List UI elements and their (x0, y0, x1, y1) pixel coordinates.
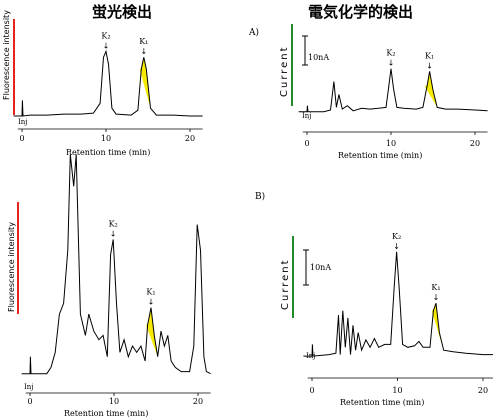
fluorescence-color-bar (17, 202, 19, 314)
fluorescence-color-bar (13, 19, 15, 115)
chromatogram-trace-tl (13, 49, 203, 117)
panel-electrochemical-b: B) Current 10nA Inj Retention time (min) (255, 191, 424, 407)
electrochemical-color-bar (291, 24, 293, 106)
chromatogram-trace-tr (298, 68, 488, 113)
electrochemical-color-bar (292, 236, 294, 318)
panel-label-a: A) (248, 27, 259, 38)
x-tick-label-20: 20 (193, 397, 203, 406)
peak-label-k1: K₁ (425, 51, 434, 60)
x-tick-label-20: 20 (470, 139, 480, 148)
x-tick-label-0: 0 (27, 397, 32, 406)
peak-label-k1: K₁ (146, 288, 155, 297)
x-tick-label-20: 20 (185, 134, 195, 143)
inj-label: Inj (24, 383, 33, 391)
panel-label-b: B) (255, 191, 265, 202)
peak-highlight-tr (424, 71, 438, 108)
x-tick-label-0: 0 (19, 134, 24, 143)
peak-arrow-icon: ↓ (393, 242, 400, 251)
x-tick-label-10: 10 (101, 134, 111, 143)
x-axis-label: Retention time (min) (66, 148, 150, 157)
heading-electrochemical: 電気化学的検出 (308, 3, 413, 21)
panel-fluorescence-top: Fluorescence intensity Inj Retention tim… (2, 10, 150, 157)
x-tick-label-10: 10 (392, 386, 402, 395)
peak-label-k2: K₂ (101, 31, 110, 40)
peak-arrow-icon: ↓ (110, 230, 117, 239)
panel-fluorescence-bottom: Fluorescence intensity Inj Retention tim… (7, 202, 148, 418)
panel-electrochemical-a: A) Current 10nA Inj Retention time (min) (248, 24, 422, 160)
inj-label: Inj (302, 112, 311, 120)
x-axis-label: Retention time (min) (340, 398, 424, 407)
peak-label-k2: K₂ (392, 232, 401, 241)
x-tick-label-0: 0 (309, 386, 314, 395)
chromatogram-trace-br (303, 251, 493, 357)
peak-arrow-icon: ↓ (103, 41, 110, 50)
peak-arrow-icon: ↓ (148, 298, 155, 307)
peak-label-k2: K₂ (109, 220, 118, 229)
heading-fluorescence: 蛍光検出 (92, 3, 152, 21)
peak-arrow-icon: ↓ (140, 47, 147, 56)
scale-label: 10nA (310, 263, 331, 272)
x-tick-label-0: 0 (304, 139, 309, 148)
y-axis-label: Current (280, 258, 291, 310)
peak-label-k2: K₂ (386, 49, 395, 58)
y-axis-label: Current (279, 45, 290, 97)
scale-label: 10nA (308, 53, 329, 62)
x-tick-label-10: 10 (386, 139, 396, 148)
x-tick-label-20: 20 (478, 386, 488, 395)
chromatogram-trace-bl (21, 154, 211, 375)
peak-arrow-icon: ↓ (388, 59, 395, 68)
x-axis-label: Retention time (min) (338, 151, 422, 160)
peak-arrow-icon: ↓ (426, 61, 433, 70)
peak-label-k1: K₁ (431, 283, 440, 292)
peak-arrow-icon: ↓ (433, 293, 440, 302)
peak-label-k1: K₁ (139, 37, 148, 46)
x-axis-label: Retention time (min) (64, 409, 148, 418)
y-axis-label: Fluorescence intensity (7, 222, 16, 312)
x-tick-label-10: 10 (109, 397, 119, 406)
peak-highlight-tl (139, 57, 151, 109)
inj-label: Inj (18, 118, 27, 126)
y-axis-label: Fluorescence intensity (2, 10, 11, 100)
